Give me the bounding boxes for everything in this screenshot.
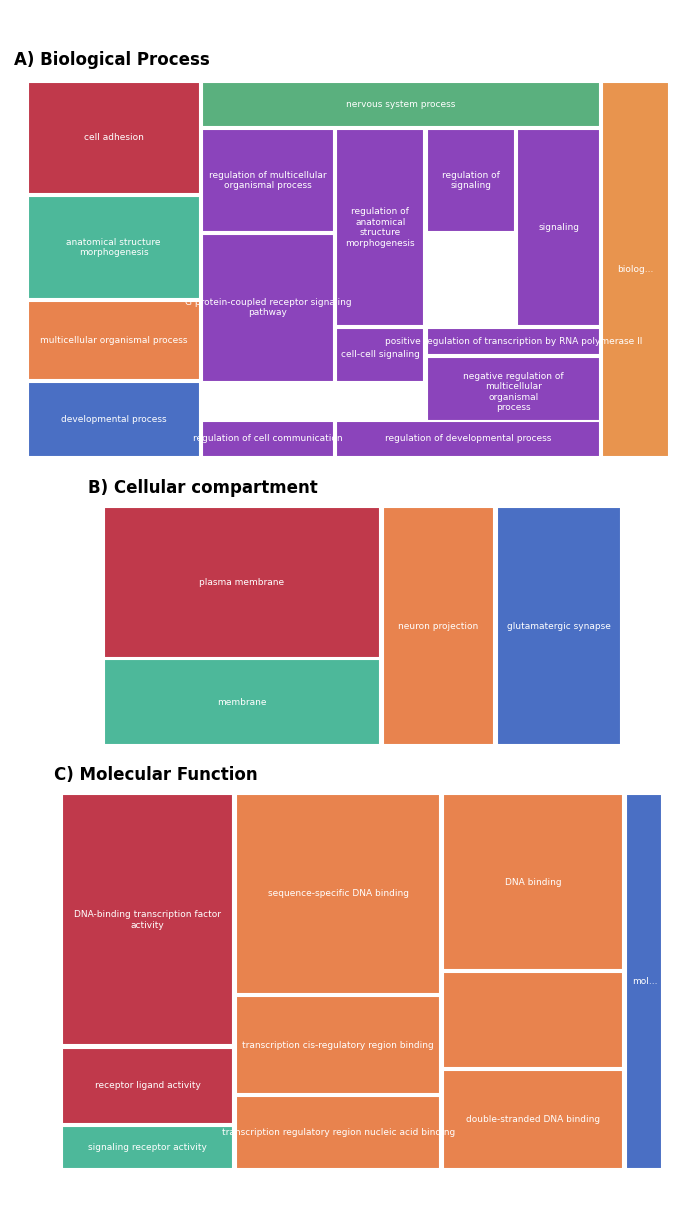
FancyBboxPatch shape (28, 196, 199, 300)
Text: developmental process: developmental process (61, 415, 166, 424)
FancyBboxPatch shape (104, 507, 380, 658)
Text: signaling receptor activity: signaling receptor activity (88, 1144, 207, 1152)
Text: A) Biological Process: A) Biological Process (14, 51, 209, 69)
Text: DNA-binding transcription factor
activity: DNA-binding transcription factor activit… (74, 910, 221, 929)
Text: negative regulation of
multicellular
organismal
process: negative regulation of multicellular org… (463, 371, 564, 412)
Text: C) Molecular Function: C) Molecular Function (55, 766, 258, 784)
FancyBboxPatch shape (104, 659, 380, 745)
FancyBboxPatch shape (443, 1069, 623, 1169)
Text: regulation of
anatomical
structure
morphogenesis: regulation of anatomical structure morph… (346, 207, 415, 247)
FancyBboxPatch shape (236, 996, 440, 1094)
Text: regulation of developmental process: regulation of developmental process (385, 435, 551, 443)
Text: regulation of cell communication: regulation of cell communication (193, 435, 343, 443)
FancyBboxPatch shape (518, 129, 600, 326)
FancyBboxPatch shape (62, 794, 233, 1045)
FancyBboxPatch shape (426, 129, 515, 231)
Text: mol...: mol... (631, 977, 657, 987)
FancyBboxPatch shape (28, 301, 199, 380)
Text: membrane: membrane (217, 698, 266, 706)
Text: B) Cellular compartment: B) Cellular compartment (88, 479, 318, 497)
Text: anatomical structure
morphogenesis: anatomical structure morphogenesis (66, 238, 161, 257)
FancyBboxPatch shape (627, 794, 662, 1169)
FancyBboxPatch shape (443, 794, 623, 971)
Text: cell-cell signaling: cell-cell signaling (341, 351, 420, 359)
FancyBboxPatch shape (426, 328, 600, 356)
FancyBboxPatch shape (497, 507, 621, 745)
FancyBboxPatch shape (443, 972, 623, 1068)
Text: multicellular organismal process: multicellular organismal process (40, 336, 188, 345)
FancyBboxPatch shape (202, 421, 334, 457)
FancyBboxPatch shape (336, 129, 424, 326)
FancyBboxPatch shape (236, 1096, 440, 1169)
FancyBboxPatch shape (202, 129, 334, 231)
FancyBboxPatch shape (236, 794, 440, 994)
Text: plasma membrane: plasma membrane (199, 577, 284, 587)
FancyBboxPatch shape (28, 82, 199, 194)
FancyBboxPatch shape (383, 507, 494, 745)
Text: signaling: signaling (538, 223, 579, 233)
FancyBboxPatch shape (336, 421, 600, 457)
Text: positive regulation of transcription by RNA polymerase II: positive regulation of transcription by … (385, 337, 642, 346)
Text: transcription cis-regulatory region binding: transcription cis-regulatory region bind… (242, 1040, 434, 1050)
FancyBboxPatch shape (62, 1127, 233, 1169)
Text: double-stranded DNA binding: double-stranded DNA binding (466, 1114, 600, 1124)
Text: transcription regulatory region nucleic acid binding: transcription regulatory region nucleic … (221, 1128, 455, 1138)
FancyBboxPatch shape (602, 82, 669, 457)
FancyBboxPatch shape (62, 1047, 233, 1124)
Text: biolog...: biolog... (618, 264, 654, 274)
Text: cell adhesion: cell adhesion (83, 134, 144, 143)
Text: receptor ligand activity: receptor ligand activity (95, 1082, 201, 1090)
FancyBboxPatch shape (336, 328, 424, 381)
Text: glutamatergic synapse: glutamatergic synapse (507, 621, 611, 631)
Text: G protein-coupled receptor signaling
pathway: G protein-coupled receptor signaling pat… (185, 298, 351, 318)
Text: sequence-specific DNA binding: sequence-specific DNA binding (268, 889, 408, 899)
FancyBboxPatch shape (202, 234, 334, 381)
Text: DNA binding: DNA binding (505, 878, 562, 887)
Text: regulation of
signaling: regulation of signaling (442, 171, 500, 190)
Text: regulation of multicellular
organismal process: regulation of multicellular organismal p… (209, 171, 327, 190)
FancyBboxPatch shape (28, 381, 199, 457)
FancyBboxPatch shape (202, 82, 600, 128)
Text: neuron projection: neuron projection (398, 621, 479, 631)
FancyBboxPatch shape (426, 357, 600, 426)
Text: nervous system process: nervous system process (346, 100, 456, 108)
